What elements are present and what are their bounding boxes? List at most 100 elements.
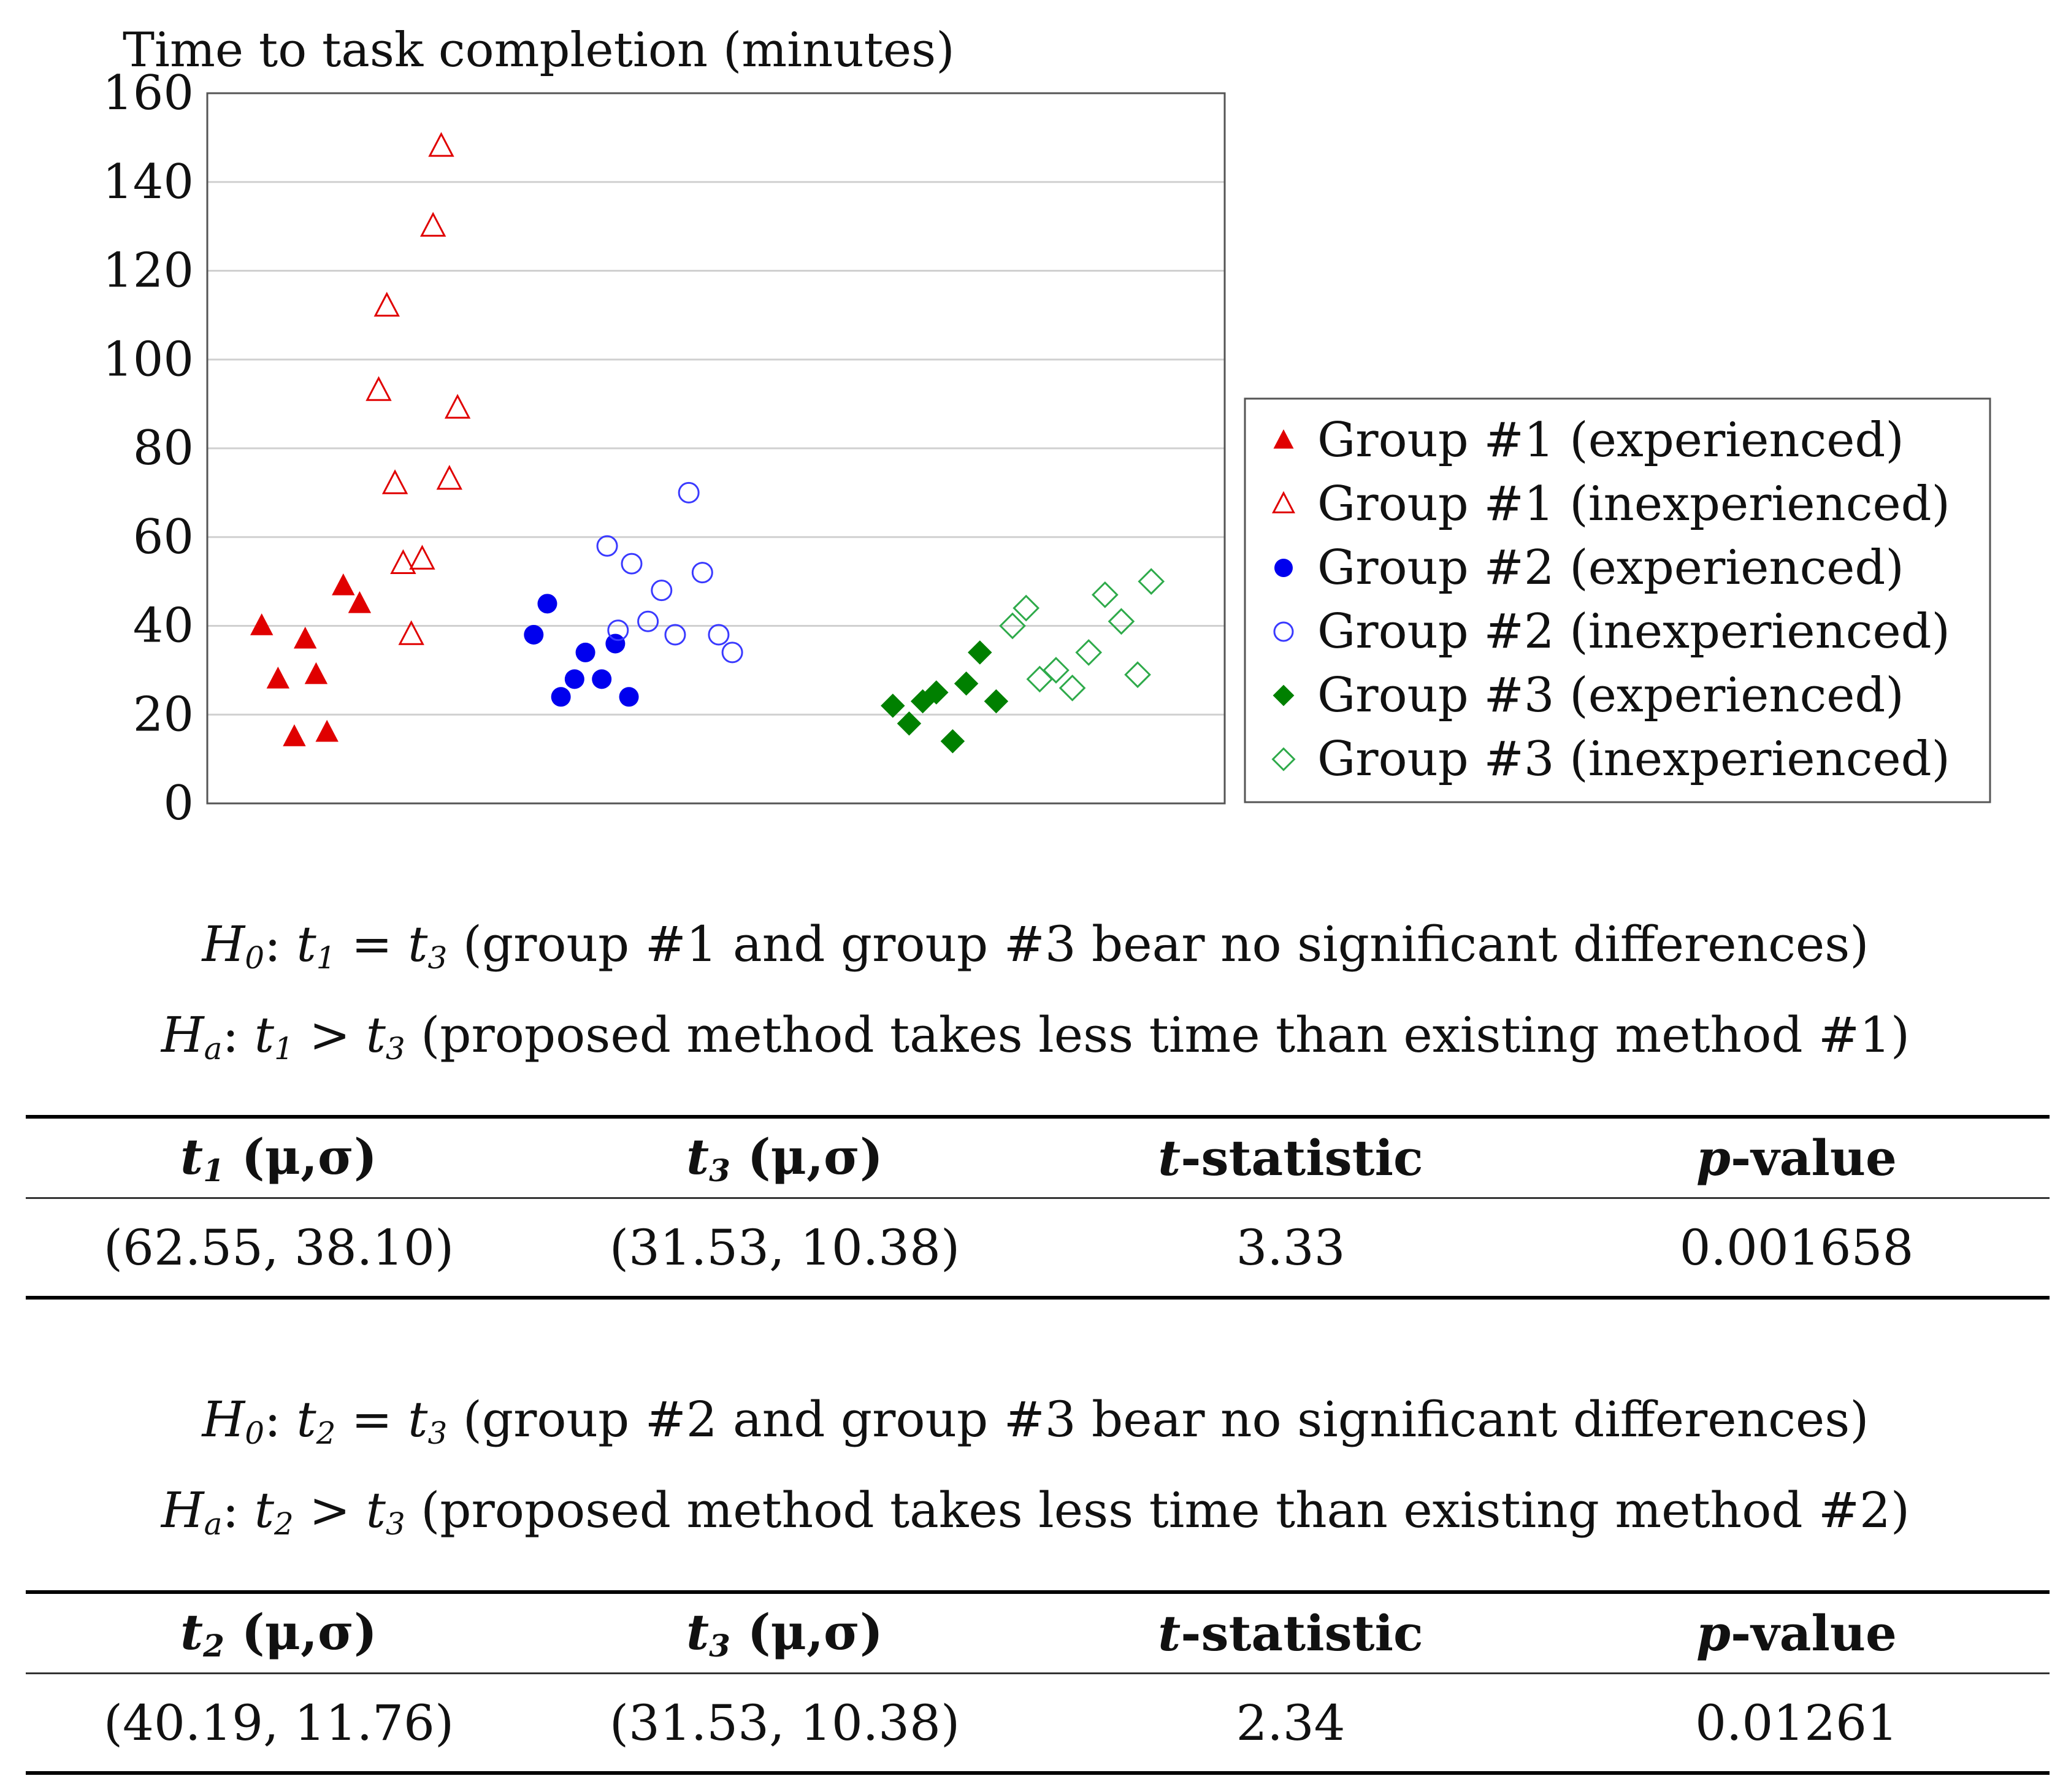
test2-results-table: t2 (μ,σ) t3 (μ,σ) t-statistic p-value (4… xyxy=(26,1590,2050,1775)
data-point-series-6 xyxy=(1108,608,1135,635)
data-point-series-2 xyxy=(436,465,462,490)
table-header-cell: t3 (μ,σ) xyxy=(686,1127,883,1189)
table-header-cell: t-statistic xyxy=(1158,1604,1423,1662)
data-point-series-4 xyxy=(607,619,629,641)
data-point-series-5 xyxy=(954,671,979,696)
data-point-series-4 xyxy=(651,580,673,602)
y-tick-label: 0 xyxy=(163,776,194,822)
data-point-series-3 xyxy=(564,669,584,689)
y-tick-label: 100 xyxy=(102,332,194,387)
test1-results-table: t1 (μ,σ) t3 (μ,σ) t-statistic p-value (6… xyxy=(26,1115,2050,1300)
legend-marker xyxy=(1274,559,1293,577)
data-point-series-5 xyxy=(924,680,949,705)
data-point-series-1 xyxy=(283,724,306,746)
data-point-series-1 xyxy=(250,613,274,635)
legend-entry: Group #2 (experienced) xyxy=(1317,540,1904,595)
table-cell: (62.55, 38.10) xyxy=(103,1219,454,1276)
y-axis-label: Time to task completion (minutes) xyxy=(123,23,955,78)
data-point-series-1 xyxy=(266,666,290,689)
data-point-series-3 xyxy=(537,594,557,614)
data-point-series-6 xyxy=(1138,568,1165,595)
data-point-series-6 xyxy=(1075,639,1103,666)
y-tick-label: 20 xyxy=(133,687,194,742)
data-point-series-6 xyxy=(1124,661,1151,688)
legend-marker xyxy=(1272,491,1295,513)
data-point-series-1 xyxy=(293,626,317,649)
table-cell: 2.34 xyxy=(1236,1694,1346,1752)
legend-entry: Group #1 (inexperienced) xyxy=(1317,477,1950,532)
data-point-series-6 xyxy=(1026,665,1054,693)
data-point-series-4 xyxy=(621,553,643,575)
data-point-series-6 xyxy=(1013,594,1040,622)
data-point-series-6 xyxy=(999,612,1026,640)
data-point-series-6 xyxy=(1058,674,1086,702)
y-tick-label: 80 xyxy=(133,421,194,476)
legend-entry: Group #2 (inexperienced) xyxy=(1317,604,1950,659)
data-point-series-2 xyxy=(390,549,416,574)
legend-entry: Group #3 (experienced) xyxy=(1317,668,1904,723)
data-point-series-4 xyxy=(691,562,713,584)
table-cell: (40.19, 11.76) xyxy=(103,1694,454,1752)
data-point-series-4 xyxy=(721,641,743,664)
data-point-series-3 xyxy=(524,624,544,645)
table-header-cell: p-value xyxy=(1696,1604,1897,1662)
data-point-series-3 xyxy=(551,687,571,707)
data-point-series-1 xyxy=(304,662,328,684)
data-point-series-4 xyxy=(678,481,700,504)
table-header-cell: p-value xyxy=(1696,1129,1897,1187)
y-tick-label: 120 xyxy=(102,243,194,299)
data-point-series-2 xyxy=(398,620,424,645)
legend-entry: Group #3 (inexperienced) xyxy=(1317,732,1950,787)
data-point-series-6 xyxy=(1091,581,1119,608)
table-cell: 0.001658 xyxy=(1679,1219,1914,1276)
data-point-series-2 xyxy=(373,291,400,317)
data-point-series-2 xyxy=(419,212,446,237)
data-point-series-4 xyxy=(637,610,659,632)
legend-entry: Group #1 (experienced) xyxy=(1317,413,1904,468)
table-cell: (31.53, 10.38) xyxy=(609,1694,960,1752)
data-point-series-5 xyxy=(984,689,1009,714)
table-row: (62.55, 38.10) (31.53, 10.38) 3.33 0.001… xyxy=(26,1199,2050,1296)
data-point-series-1 xyxy=(348,591,372,613)
data-point-series-2 xyxy=(366,376,392,401)
y-tick-label: 60 xyxy=(133,510,194,565)
data-point-series-3 xyxy=(592,669,612,689)
data-point-series-4 xyxy=(596,535,618,557)
y-tick-label: 140 xyxy=(102,155,194,210)
data-point-series-4 xyxy=(708,624,730,646)
data-point-series-3 xyxy=(619,687,639,707)
data-point-series-2 xyxy=(409,545,435,570)
table-row: (40.19, 11.76) (31.53, 10.38) 2.34 0.012… xyxy=(26,1674,2050,1771)
data-point-series-2 xyxy=(444,394,471,419)
data-point-series-3 xyxy=(575,642,595,662)
legend-marker xyxy=(1273,684,1295,706)
test2-alt-hypothesis: Ha: t2 > t3 (proposed method takes less … xyxy=(161,1482,1910,1542)
data-point-series-5 xyxy=(881,694,905,718)
plot-area-border xyxy=(206,92,1226,805)
data-point-series-2 xyxy=(428,132,454,157)
test2-null-hypothesis: H0: t2 = t3 (group #2 and group #3 bear … xyxy=(202,1391,1869,1451)
data-point-series-2 xyxy=(381,469,408,494)
test1-alt-hypothesis: Ha: t1 > t3 (proposed method takes less … xyxy=(161,1006,1910,1066)
table-header-row: t2 (μ,σ) t3 (μ,σ) t-statistic p-value xyxy=(26,1594,2050,1674)
legend-marker xyxy=(1273,429,1294,449)
table-header-cell: t2 (μ,σ) xyxy=(180,1602,377,1664)
y-tick-label: 160 xyxy=(102,66,194,121)
table-header-row: t1 (μ,σ) t3 (μ,σ) t-statistic p-value xyxy=(26,1119,2050,1199)
data-point-series-4 xyxy=(664,624,686,646)
data-point-series-6 xyxy=(1043,657,1070,684)
table-cell: 3.33 xyxy=(1236,1219,1346,1276)
data-point-series-1 xyxy=(332,573,355,595)
table-header-cell: t1 (μ,σ) xyxy=(180,1127,377,1189)
data-point-series-1 xyxy=(315,719,339,742)
test1-null-hypothesis: H0: t1 = t3 (group #1 and group #3 bear … xyxy=(202,916,1869,976)
data-point-series-5 xyxy=(940,729,965,754)
legend-marker xyxy=(1273,621,1294,642)
legend-marker xyxy=(1271,747,1296,772)
data-point-series-5 xyxy=(968,640,992,665)
table-header-cell: t-statistic xyxy=(1158,1129,1423,1187)
table-cell: 0.01261 xyxy=(1695,1694,1898,1752)
table-cell: (31.53, 10.38) xyxy=(609,1219,960,1276)
data-point-series-5 xyxy=(897,711,922,736)
data-point-series-3 xyxy=(605,634,626,654)
